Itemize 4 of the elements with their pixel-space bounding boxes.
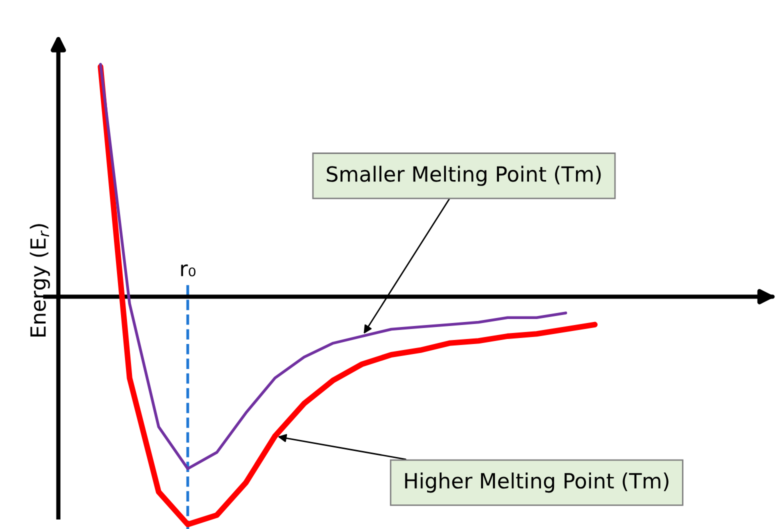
y-axis-title: Energy (E$_{r}$) bbox=[30, 224, 50, 336]
annotation: Higher Melting Point (Tm) bbox=[405, 472, 668, 493]
text: r₀ bbox=[181, 264, 196, 276]
annotation: Smaller Melting Point (Tm) bbox=[326, 166, 601, 186]
